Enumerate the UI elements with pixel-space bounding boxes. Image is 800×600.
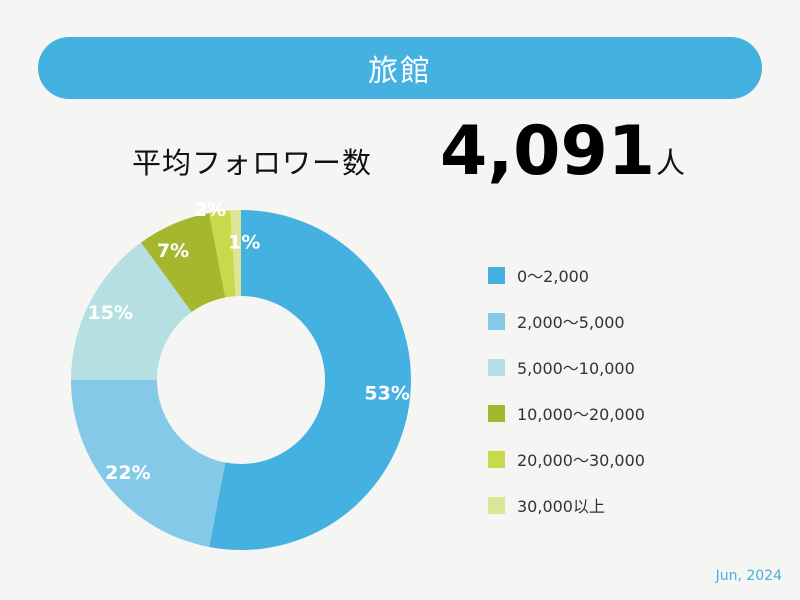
donut-slice-2 xyxy=(71,380,226,547)
legend-swatch xyxy=(488,496,505,514)
legend-swatch xyxy=(488,404,505,422)
legend-swatch xyxy=(488,266,505,284)
legend-swatch xyxy=(488,358,505,376)
donut-slice-5 xyxy=(209,210,236,298)
legend-label: 20,000〜30,000 xyxy=(517,451,645,470)
legend-label: 0〜2,000 xyxy=(517,267,589,286)
slice-label-1: 53% xyxy=(364,382,409,404)
chart-legend: 0〜2,000 2,000〜5,000 5,000〜10,000 10,000〜20,… xyxy=(488,252,645,528)
date-label: Jun, 2024 xyxy=(715,568,782,584)
average-followers-unit: 人 xyxy=(656,146,686,180)
legend-item: 10,000〜20,000 xyxy=(488,390,645,436)
legend-item: 2,000〜5,000 xyxy=(488,298,645,344)
average-followers-label: 平均フォロワー数 xyxy=(132,146,373,180)
legend-item: 5,000〜10,000 xyxy=(488,344,645,390)
donut-slice-1 xyxy=(209,210,411,550)
legend-label: 2,000〜5,000 xyxy=(517,313,625,332)
legend-item: 30,000以上 xyxy=(488,482,645,528)
legend-swatch xyxy=(488,450,505,468)
donut-slice-4 xyxy=(141,213,226,313)
page-title: 旅館 xyxy=(368,54,432,89)
legend-label: 5,000〜10,000 xyxy=(517,359,635,378)
slice-label-5: 2% xyxy=(194,199,226,221)
slice-label-6: 1% xyxy=(228,231,260,253)
donut-slice-6 xyxy=(230,210,241,297)
donut-chart: 53% 22% 15% 7%2%1% xyxy=(71,199,411,550)
header-banner: 旅館 xyxy=(38,37,762,99)
slice-label-3: 15% xyxy=(87,302,132,324)
legend-label: 30,000以上 xyxy=(517,497,605,516)
legend-item: 0〜2,000 xyxy=(488,252,645,298)
average-followers-value: 4,091 xyxy=(440,112,656,191)
donut-slice-3 xyxy=(71,242,192,380)
legend-label: 10,000〜20,000 xyxy=(517,405,645,424)
legend-item: 20,000〜30,000 xyxy=(488,436,645,482)
legend-swatch xyxy=(488,312,505,330)
slice-label-2: 22% xyxy=(105,462,150,484)
slice-label-4: 7% xyxy=(157,240,189,262)
